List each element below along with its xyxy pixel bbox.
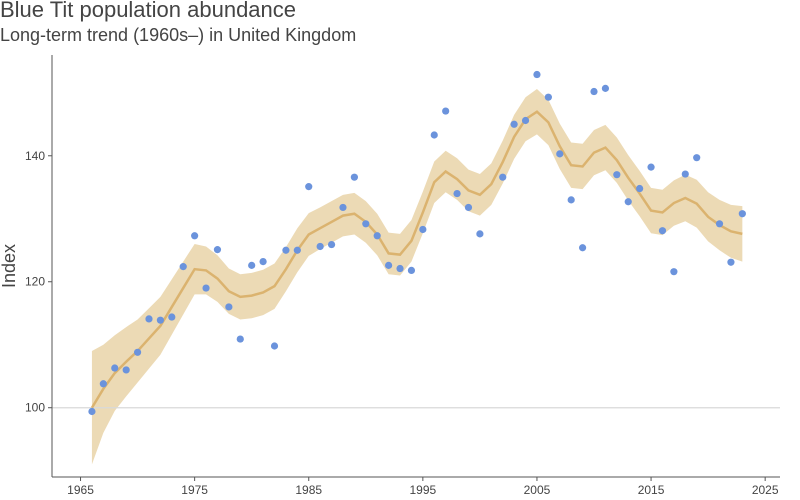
data-point — [567, 196, 575, 204]
data-point — [407, 266, 416, 275]
data-point — [624, 198, 632, 206]
data-point — [133, 348, 142, 356]
data-point — [225, 303, 233, 311]
data-point — [590, 87, 598, 96]
data-point — [499, 173, 507, 181]
data-point — [213, 246, 222, 254]
data-point — [601, 84, 610, 92]
x-tick-label: 1995 — [409, 483, 436, 497]
data-point — [350, 173, 358, 181]
data-point — [510, 120, 518, 128]
data-point — [442, 107, 450, 115]
data-point — [156, 316, 165, 324]
data-point — [293, 246, 301, 254]
data-point — [658, 227, 667, 235]
chart-subtitle: Long-term trend (1960s–) in United Kingd… — [0, 25, 357, 45]
data-point — [430, 131, 438, 139]
trend-line — [90, 110, 743, 409]
x-tick-label: 2015 — [638, 483, 665, 497]
data-point — [316, 242, 324, 251]
data-point — [145, 315, 153, 323]
data-point — [727, 258, 735, 266]
data-point — [327, 240, 336, 249]
data-point — [647, 163, 655, 171]
chart-title: Blue Tit population abundance — [0, 0, 297, 22]
data-point — [419, 225, 427, 234]
data-point — [738, 210, 746, 218]
x-tick-label: 1975 — [181, 483, 208, 497]
data-point — [111, 364, 119, 372]
data-point — [236, 335, 244, 343]
x-tick-label: 2005 — [524, 483, 551, 497]
data-point — [191, 232, 199, 240]
data-point — [168, 313, 176, 321]
data-point — [521, 116, 530, 125]
data-point — [681, 170, 689, 178]
data-point — [339, 203, 347, 212]
x-tick-label: 1985 — [295, 483, 322, 497]
y-axis-label: Index — [0, 244, 19, 288]
data-point — [362, 220, 370, 228]
data-point — [259, 257, 267, 266]
data-point — [99, 380, 107, 388]
data-point — [248, 261, 256, 269]
data-point — [533, 70, 541, 79]
data-point — [578, 244, 587, 252]
data-point — [385, 261, 393, 269]
data-point — [613, 171, 621, 179]
data-point — [88, 407, 96, 416]
data-point — [464, 203, 473, 212]
x-tick-label: 1965 — [67, 483, 94, 497]
data-point — [476, 230, 484, 238]
y-tick-label: 140 — [25, 149, 45, 163]
data-point — [670, 268, 678, 276]
data-point — [636, 184, 644, 193]
data-point — [122, 366, 130, 374]
data-point — [715, 220, 724, 228]
data-point — [270, 342, 279, 350]
data-point — [202, 284, 210, 292]
data-point — [556, 150, 564, 158]
confidence-band — [91, 89, 743, 465]
data-point — [396, 264, 404, 273]
x-tick-label: 2025 — [752, 483, 779, 497]
data-point — [282, 246, 290, 254]
data-point — [453, 189, 461, 198]
data-point — [305, 183, 313, 191]
y-tick-label: 100 — [25, 401, 45, 415]
data-point — [693, 154, 701, 162]
data-point — [373, 232, 381, 240]
data-point — [179, 263, 187, 271]
y-tick-label: 120 — [25, 275, 45, 289]
data-point — [544, 93, 552, 101]
